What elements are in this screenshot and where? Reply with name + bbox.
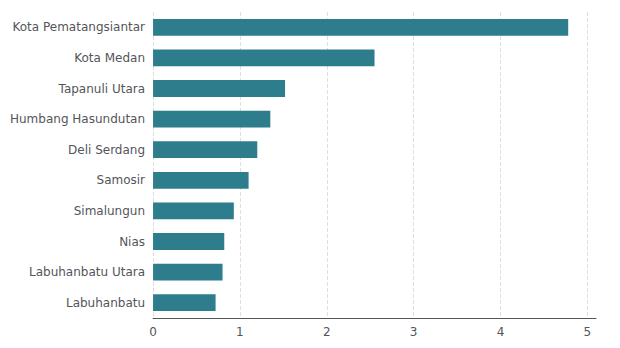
svg-text:3: 3	[410, 325, 418, 339]
svg-text:Tapanuli Utara: Tapanuli Utara	[58, 82, 146, 96]
svg-text:Labuhanbatu: Labuhanbatu	[66, 296, 145, 310]
svg-text:1: 1	[236, 325, 244, 339]
svg-text:2: 2	[323, 325, 331, 339]
svg-text:4: 4	[497, 325, 505, 339]
svg-text:Samosir: Samosir	[97, 173, 146, 187]
svg-text:Kota Pematangsiantar: Kota Pematangsiantar	[13, 20, 146, 34]
svg-text:0: 0	[149, 325, 157, 339]
svg-text:Nias: Nias	[119, 235, 145, 249]
svg-text:Humbang Hasundutan: Humbang Hasundutan	[10, 112, 145, 126]
svg-text:5: 5	[583, 325, 591, 339]
svg-text:Simalungun: Simalungun	[74, 204, 145, 218]
svg-text:Labuhanbatu Utara: Labuhanbatu Utara	[29, 265, 145, 279]
svg-text:Kota Medan: Kota Medan	[74, 51, 145, 65]
svg-text:Deli Serdang: Deli Serdang	[68, 143, 145, 157]
